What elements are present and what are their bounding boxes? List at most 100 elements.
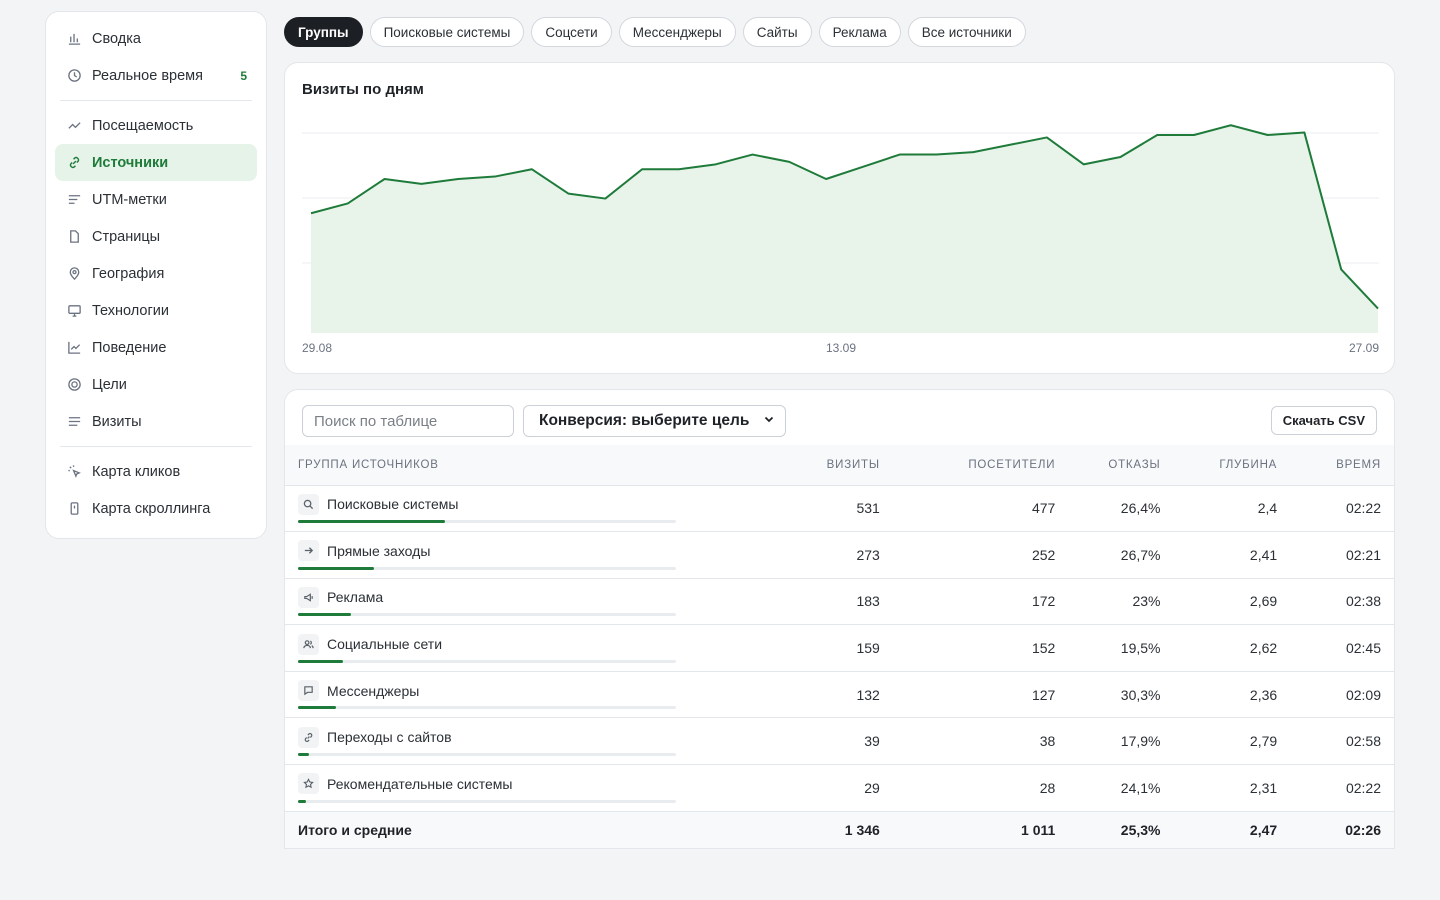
chart-point-12.09[interactable] xyxy=(822,175,830,183)
nav-item-clickmap[interactable]: Карта кликов xyxy=(55,453,257,490)
chart-point-15.09[interactable] xyxy=(932,151,940,159)
col-header-bounce[interactable]: ОТКАЗЫ xyxy=(1055,445,1161,486)
nav-item-tech[interactable]: Технологии xyxy=(55,292,257,329)
share-bar-fill xyxy=(298,566,374,570)
chart-point-25.09[interactable] xyxy=(1300,129,1308,137)
table-row-messengers[interactable]: Мессенджеры 132 127 30,3% 2,36 02:09 xyxy=(285,671,1394,719)
chart-point-19.09[interactable] xyxy=(1080,160,1088,168)
tab-messengers[interactable]: Мессенджеры xyxy=(618,17,736,47)
table-row-social[interactable]: Социальные сети 159 152 19,5% 2,62 02:45 xyxy=(285,624,1394,672)
tab-sites[interactable]: Сайты xyxy=(742,17,812,47)
nav-item-visits[interactable]: Визиты xyxy=(55,403,257,440)
file-icon xyxy=(65,228,83,246)
chart-point-14.09[interactable] xyxy=(896,151,904,159)
chart-point-10.09[interactable] xyxy=(749,151,757,159)
col-header-visits[interactable]: ВИЗИТЫ xyxy=(743,445,880,486)
chart-point-21.09[interactable] xyxy=(1153,131,1161,139)
tab-ads[interactable]: Реклама xyxy=(818,17,901,47)
chart-point-08.09[interactable] xyxy=(675,165,683,173)
nav-label: Визиты xyxy=(92,413,142,430)
chart-point-20.09[interactable] xyxy=(1116,153,1124,161)
bounce-cell: 24,1% xyxy=(1055,764,1161,812)
visits-cell: 183 xyxy=(743,578,880,626)
chart-point-24.09[interactable] xyxy=(1264,131,1272,139)
tab-all-sources[interactable]: Все источники xyxy=(907,17,1026,47)
col-header-visitors[interactable]: ПОСЕТИТЕЛИ xyxy=(879,445,1056,486)
tab-groups[interactable]: Группы xyxy=(284,17,363,47)
nav-item-traffic[interactable]: Посещаемость xyxy=(55,107,257,144)
col-header-depth[interactable]: ГЛУБИНА xyxy=(1160,445,1278,486)
nav-item-scrollmap[interactable]: Карта скроллинга xyxy=(55,490,257,527)
table-search-input[interactable] xyxy=(302,405,514,437)
sources-table: ГРУППА ИСТОЧНИКОВ ВИЗИТЫ ПОСЕТИТЕЛИ ОТКА… xyxy=(285,445,1394,848)
depth-cell: 2,79 xyxy=(1160,717,1278,766)
tab-search-engines[interactable]: Поисковые системы xyxy=(369,17,525,47)
visits-area-chart: 29.08 13.09 27.09 xyxy=(302,121,1382,355)
totals-visits: 1 346 xyxy=(844,821,880,838)
time-cell: 02:38 xyxy=(1277,578,1394,626)
depth-cell: 2,69 xyxy=(1160,578,1278,626)
chart-point-17.09[interactable] xyxy=(1006,141,1014,149)
conversion-goal-select[interactable]: Конверсия: выберите цель xyxy=(523,405,786,437)
nav-item-geo[interactable]: География xyxy=(55,255,257,292)
share-bar-fill xyxy=(298,799,306,803)
col-header-source-group[interactable]: ГРУППА ИСТОЧНИКОВ xyxy=(285,445,744,486)
table-row-search-engines[interactable]: Поисковые системы 531 477 26,4% 2,4 02:22 xyxy=(285,485,1394,533)
chart-point-31.08[interactable] xyxy=(381,175,389,183)
source-name: Рекомендательные системы xyxy=(327,775,513,792)
nav-item-goals[interactable]: Цели xyxy=(55,366,257,403)
source-cell: Реклама xyxy=(285,578,744,626)
chart-point-26.09[interactable] xyxy=(1337,265,1345,273)
x-tick-label: 13.09 xyxy=(826,341,856,355)
source-name: Социальные сети xyxy=(327,636,443,653)
share-bar-track xyxy=(298,706,676,710)
col-header-time[interactable]: ВРЕМЯ xyxy=(1277,445,1394,486)
select-value: Конверсия: выберите цель xyxy=(539,412,750,429)
table-row-direct[interactable]: Прямые заходы 273 252 26,7% 2,41 02:21 xyxy=(285,531,1394,579)
bounce-cell: 17,9% xyxy=(1055,717,1161,766)
list-icon xyxy=(65,413,83,431)
chart-point-16.09[interactable] xyxy=(969,148,977,156)
tab-social[interactable]: Соцсети xyxy=(531,17,612,47)
chart-point-23.09[interactable] xyxy=(1227,121,1235,129)
table-row-referrals[interactable]: Переходы с сайтов 39 38 17,9% 2,79 02:58 xyxy=(285,717,1394,766)
visits-cell: 159 xyxy=(743,624,880,672)
chart-point-04.09[interactable] xyxy=(528,165,536,173)
chart-point-13.09[interactable] xyxy=(859,163,867,171)
bounce-cell: 19,5% xyxy=(1055,624,1161,672)
nav-item-pages[interactable]: Страницы xyxy=(55,218,257,255)
chart-point-09.09[interactable] xyxy=(712,160,720,168)
chart-point-07.09[interactable] xyxy=(638,165,646,173)
chart-point-29.08[interactable] xyxy=(307,209,315,217)
nav-item-sources[interactable]: Источники xyxy=(55,144,257,181)
chart-point-18.09[interactable] xyxy=(1043,133,1051,141)
nav-label: Сводка xyxy=(92,30,141,47)
visits-cell: 273 xyxy=(743,531,880,579)
nav-item-utm[interactable]: UTM-метки xyxy=(55,181,257,218)
chart-area-fill xyxy=(311,125,1378,333)
bounce-cell: 26,7% xyxy=(1055,531,1161,579)
chart-point-01.09[interactable] xyxy=(417,180,425,188)
nav-item-realtime[interactable]: Реальное время 5 xyxy=(55,57,257,94)
download-csv-button[interactable]: Скачать CSV xyxy=(1270,406,1377,435)
nav-label: Поведение xyxy=(92,339,167,356)
line-chart-icon xyxy=(65,339,83,357)
nav-item-summary[interactable]: Сводка xyxy=(55,20,257,57)
chart-point-02.09[interactable] xyxy=(454,175,462,183)
chart-point-22.09[interactable] xyxy=(1190,131,1198,139)
depth-cell: 2,31 xyxy=(1160,764,1278,812)
megaphone-icon xyxy=(298,586,319,608)
visitors-cell: 28 xyxy=(879,764,1056,812)
nav-label: Технологии xyxy=(92,302,169,319)
chart-point-30.08[interactable] xyxy=(344,199,352,207)
chart-point-27.09[interactable] xyxy=(1374,305,1382,313)
share-bar-track xyxy=(298,613,676,617)
chart-point-05.09[interactable] xyxy=(565,190,573,198)
nav-item-behavior[interactable]: Поведение xyxy=(55,329,257,366)
table-row-recommendations[interactable]: Рекомендательные системы 29 28 24,1% 2,31 02:… xyxy=(285,764,1394,812)
chart-point-11.09[interactable] xyxy=(785,158,793,166)
nav-label: Цели xyxy=(92,376,127,393)
chart-point-03.09[interactable] xyxy=(491,173,499,181)
chart-point-06.09[interactable] xyxy=(601,195,609,203)
table-row-ads[interactable]: Реклама 183 172 23% 2,69 02:38 xyxy=(285,578,1394,626)
